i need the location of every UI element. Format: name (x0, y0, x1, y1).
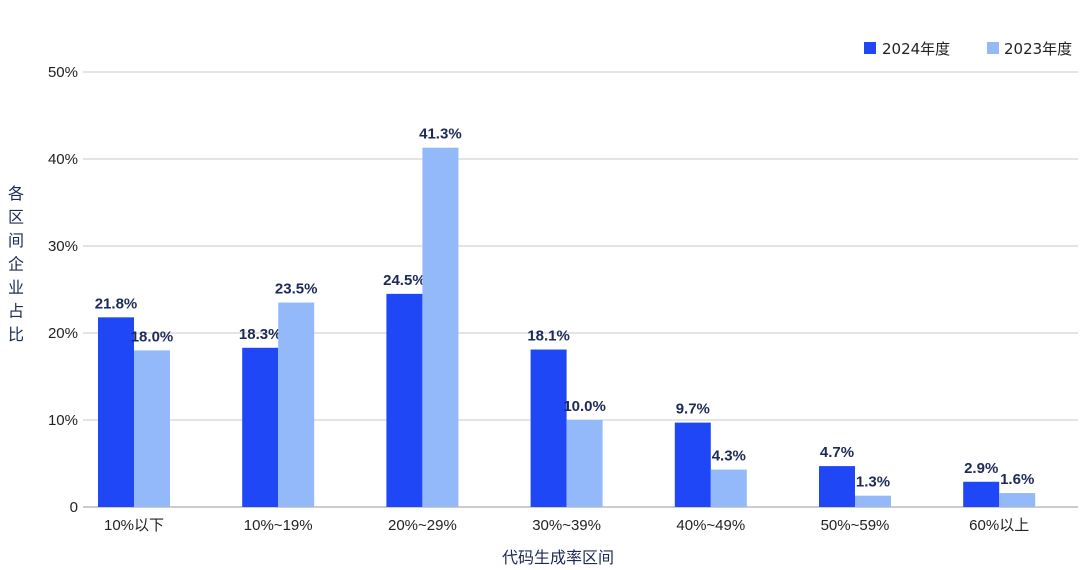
y-axis-title: 各区间企业占比 (8, 184, 24, 344)
bar-series-1 (963, 481, 1000, 507)
data-label: 4.7% (820, 444, 854, 461)
data-label: 9.7% (676, 401, 710, 418)
legend-label: 2024年度 (882, 40, 950, 58)
bar-series-2 (855, 495, 891, 507)
legend-label: 2023年度 (1004, 40, 1072, 58)
x-tick-label: 10%~19% (244, 517, 313, 534)
bar-series-1 (242, 347, 279, 507)
data-label: 24.5% (383, 272, 426, 289)
bar-series-2 (566, 420, 603, 507)
bar-series-2 (999, 493, 1036, 507)
data-label: 4.3% (712, 448, 746, 465)
data-label: 23.5% (275, 281, 318, 298)
bar-series-1 (674, 422, 711, 507)
bar-series-1 (530, 349, 567, 507)
x-tick-label: 50%~59% (821, 517, 890, 534)
data-label: 21.8% (95, 295, 138, 312)
data-label: 10.0% (563, 398, 606, 415)
x-tick-label: 30%~39% (532, 517, 601, 534)
bar-series-2 (422, 147, 459, 507)
bar-series-1 (819, 466, 855, 507)
legend-swatch (987, 42, 999, 54)
bar-series-1 (98, 317, 134, 507)
y-tick-label: 10% (48, 412, 78, 429)
y-tick-label: 30% (48, 238, 78, 255)
data-label: 41.3% (419, 126, 462, 143)
y-tick-label: 20% (48, 325, 78, 342)
data-label: 18.1% (527, 328, 570, 345)
legend-swatch (864, 42, 876, 54)
data-label: 18.3% (239, 326, 282, 343)
y-tick-label: 50% (48, 64, 78, 81)
data-label: 2.9% (964, 460, 998, 477)
data-label: 1.6% (1000, 471, 1034, 488)
bar-series-2 (710, 469, 747, 507)
bar-series-2 (278, 302, 315, 507)
data-label: 18.0% (131, 328, 174, 345)
y-tick-label: 40% (48, 151, 78, 168)
y-tick-label: 0 (70, 499, 78, 516)
data-label: 1.3% (856, 474, 890, 491)
x-tick-label: 40%~49% (676, 517, 745, 534)
bar-series-1 (386, 293, 423, 507)
x-tick-label: 60%以上 (969, 517, 1029, 534)
x-axis-title: 代码生成率区间 (502, 548, 614, 567)
x-tick-label: 10%以下 (104, 517, 164, 534)
bar-series-2 (134, 350, 170, 507)
x-tick-label: 20%~29% (388, 517, 457, 534)
